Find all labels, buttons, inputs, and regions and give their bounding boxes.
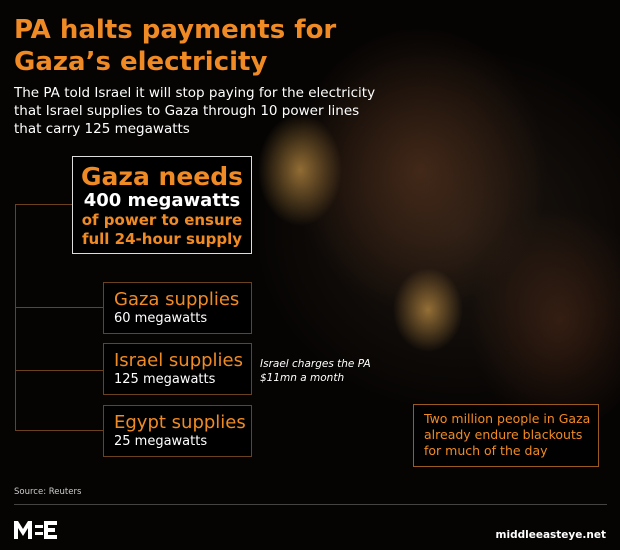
note-line: Israel charges the PA xyxy=(260,358,371,370)
source-credit: Source: Reuters xyxy=(14,487,82,497)
connector-israel xyxy=(15,370,103,371)
connector-egypt xyxy=(15,430,103,431)
supply-box-egypt: Egypt supplies 25 megawatts xyxy=(103,405,252,457)
supply-label: Egypt supplies xyxy=(114,412,246,433)
israel-charge-note: Israel charges the PA $11mn a month xyxy=(260,357,371,385)
subtitle-line: The PA told Israel it will stop paying f… xyxy=(14,85,376,101)
needs-line: of power to ensure xyxy=(81,211,243,229)
supply-value: 25 megawatts xyxy=(114,434,208,449)
note-line: already endure blackouts xyxy=(424,427,583,442)
connector-gaza xyxy=(15,307,103,308)
subtitle-line: that carry 125 megawatts xyxy=(14,121,190,137)
needs-line: full 24-hour supply xyxy=(81,230,243,248)
mee-logo xyxy=(14,521,58,543)
note-line: Two million people in Gaza xyxy=(424,411,591,426)
connector-vertical xyxy=(15,204,16,431)
needs-heading: Gaza needs xyxy=(81,162,243,191)
subtitle-line: that Israel supplies to Gaza through 10 … xyxy=(14,103,360,119)
supply-box-israel: Israel supplies 125 megawatts xyxy=(103,343,252,395)
needs-value: 400 megawatts xyxy=(83,190,241,211)
note-line: $11mn a month xyxy=(260,372,345,384)
site-url: middleeasteye.net xyxy=(495,529,606,541)
supply-value: 125 megawatts xyxy=(114,372,216,387)
footer-divider xyxy=(14,504,607,505)
blackout-note-box: Two million people in Gaza already endur… xyxy=(413,404,599,467)
supply-label: Gaza supplies xyxy=(114,289,240,310)
needs-box: Gaza needs 400 megawatts of power to ens… xyxy=(72,156,252,254)
headline: PA halts payments for Gaza’s electricity xyxy=(14,14,336,78)
supply-box-gaza: Gaza supplies 60 megawatts xyxy=(103,282,252,334)
headline-line: PA halts payments for xyxy=(14,15,337,45)
supply-value: 60 megawatts xyxy=(114,311,208,326)
note-line: for much of the day xyxy=(424,443,548,458)
headline-line: Gaza’s electricity xyxy=(14,47,268,77)
supply-label: Israel supplies xyxy=(114,350,244,371)
subtitle: The PA told Israel it will stop paying f… xyxy=(14,84,394,138)
connector-needs xyxy=(15,204,72,205)
